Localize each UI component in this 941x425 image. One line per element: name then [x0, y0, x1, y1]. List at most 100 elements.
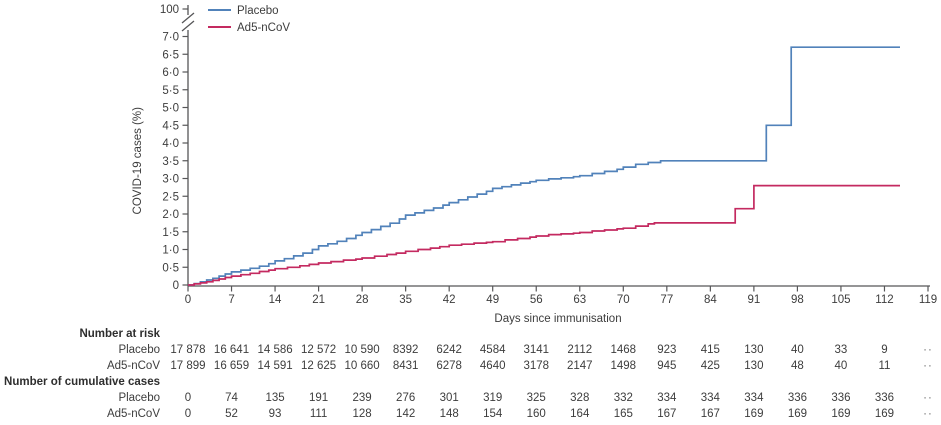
- y-axis-tick-label: 7·0: [162, 32, 179, 44]
- series-curve-ad5-ncov: [188, 184, 900, 286]
- table-cell: 0: [184, 408, 192, 420]
- y-axis-tick-label: 2·0: [162, 209, 179, 221]
- x-axis-tick-label: 14: [269, 294, 282, 306]
- table-cell: 74: [225, 392, 238, 404]
- table-cell: 33: [834, 344, 848, 356]
- table-cell: 160: [526, 408, 546, 420]
- table-cell: 40: [834, 360, 848, 372]
- legend-label: Ad5-nCoV: [237, 22, 290, 34]
- table-cell: 169: [831, 408, 851, 420]
- table-cell: 2147: [566, 360, 593, 372]
- table-cell: 425: [700, 360, 720, 372]
- table-cell: 17 878: [170, 344, 206, 356]
- legend-label: Placebo: [237, 5, 279, 17]
- table-cell: 16 659: [213, 360, 250, 372]
- covid19-cases-step-chart: 0 7 14 21 28 35 42 49 56 63 70 77 84 91 98 105 112 119 Day…: [132, 4, 937, 325]
- x-axis-tick-label: 77: [660, 294, 673, 306]
- table-cell: 191: [308, 392, 329, 404]
- table-cell: 4584: [479, 344, 506, 356]
- table-cell: 301: [439, 392, 459, 404]
- y-axis-tick-label: 3·5: [162, 156, 179, 168]
- table-cell: 14 591: [257, 360, 293, 372]
- table-cell: 169: [787, 408, 807, 420]
- table-cell: 334: [657, 392, 677, 404]
- y-axis-tick-label: 5·0: [162, 103, 179, 115]
- table-cell: 328: [570, 392, 590, 404]
- table-overflow-dots: ··: [923, 344, 933, 356]
- y-axis-tick-label: 6·5: [162, 49, 179, 61]
- table-cell: 923: [657, 344, 677, 356]
- y-axis-tick-label: 6·0: [162, 67, 179, 79]
- series-curve-placebo: [188, 46, 900, 286]
- x-axis-tick-label: 98: [791, 294, 804, 306]
- table-cell: 12 625: [300, 360, 337, 372]
- x-axis-tick-label: 21: [312, 294, 325, 306]
- x-axis-tick-label: 35: [399, 294, 412, 306]
- table-cell: 6278: [436, 360, 462, 372]
- table-cell: 4640: [479, 360, 506, 372]
- table-cell: 167: [700, 408, 720, 420]
- y-axis-break-slash: [181, 12, 195, 24]
- table-cell: 325: [526, 392, 546, 404]
- table-cell: 336: [874, 392, 895, 404]
- x-axis-tick-label: 84: [704, 294, 717, 306]
- table-cell: 6242: [436, 344, 462, 356]
- table-cell: 17 899: [170, 360, 206, 372]
- x-axis-tick-label: 7: [228, 294, 234, 306]
- x-axis-tick-label: 112: [875, 294, 893, 306]
- x-axis-tick-label: 70: [617, 294, 630, 306]
- table-cell: 415: [700, 344, 720, 356]
- table-cell: 130: [744, 344, 764, 356]
- table-cell: 142: [396, 408, 416, 420]
- table-cell: 40: [791, 344, 804, 356]
- table-cell: 12 572: [300, 344, 337, 356]
- table-cell: 48: [791, 360, 804, 372]
- table-cell: 336: [787, 392, 807, 404]
- table-cell: 336: [831, 392, 851, 404]
- table-cell: 111: [309, 408, 328, 420]
- table-row-label-ad5-ncov: Ad5-nCoV: [106, 360, 160, 372]
- table-cell: 0: [184, 392, 192, 404]
- table-row-label-placebo: Placebo: [118, 392, 160, 404]
- table-cell: 11: [878, 360, 891, 372]
- table-cell: 8431: [392, 360, 419, 372]
- x-axis-title: Days since immunisation: [494, 313, 621, 325]
- table-cell: 14 586: [257, 344, 293, 356]
- table-cell: 169: [874, 408, 895, 420]
- x-axis-tick-label: 0: [185, 294, 191, 306]
- table-cell: 332: [613, 392, 633, 404]
- y-axis-tick-label: 0: [173, 280, 179, 292]
- table-section-header: Number of cumulative cases: [4, 376, 160, 388]
- table-section-header: Number at risk: [79, 328, 160, 340]
- y-axis-tick-label: 1·5: [162, 227, 179, 239]
- table-overflow-dots: ··: [923, 360, 933, 372]
- table-cell: 1498: [610, 360, 637, 372]
- table-cell: 334: [744, 392, 764, 404]
- table-cell: 3141: [523, 344, 550, 356]
- table-cell: 8392: [392, 344, 419, 356]
- table-row-label-placebo: Placebo: [118, 344, 160, 356]
- table-row-label-ad5-ncov: Ad5-nCoV: [106, 408, 160, 420]
- table-cell: 93: [268, 408, 282, 420]
- x-axis-tick-label: 42: [443, 294, 456, 306]
- table-overflow-dots: ··: [923, 408, 933, 420]
- table-cell: 334: [700, 392, 720, 404]
- x-axis-tick-label: 63: [573, 294, 586, 306]
- table-cell: 319: [483, 392, 503, 404]
- y-axis-tick-label: 4·5: [162, 120, 179, 132]
- table-cell: 1468: [610, 344, 637, 356]
- table-cell: 169: [744, 408, 764, 420]
- table-cell: 3178: [523, 360, 550, 372]
- table-cell: 276: [396, 392, 416, 404]
- table-cell: 52: [225, 408, 238, 420]
- y-axis-tick-label: 2·5: [162, 191, 179, 203]
- y-axis-tick-label: 4·0: [162, 138, 179, 150]
- table-cell: 9: [881, 344, 888, 356]
- y-axis-100-label: 100: [160, 4, 179, 16]
- table-cell: 130: [744, 360, 764, 372]
- y-axis-title: COVID-19 cases (%): [132, 107, 144, 215]
- table-cell: 2112: [567, 344, 593, 356]
- x-axis-tick-label: 91: [747, 294, 760, 306]
